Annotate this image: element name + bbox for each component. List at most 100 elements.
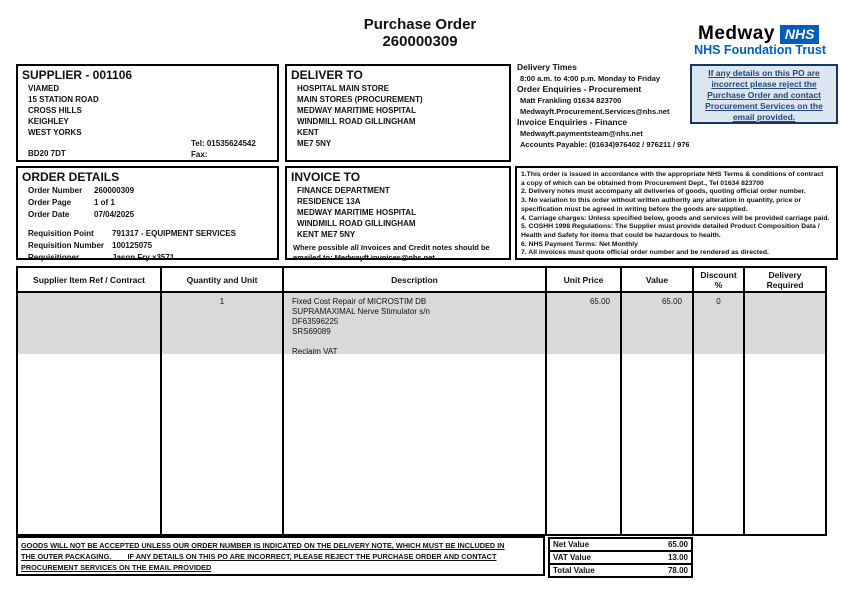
supplier-address-line: KEIGHLEY: [28, 117, 69, 126]
deliver-address-line: HOSPITAL MAIN STORE: [297, 84, 390, 93]
description-line: SUPRAMAXIMAL Nerve Stimulator s/n: [292, 307, 430, 316]
table-body: 1 Fixed Cost Repair of MICROSTIM DB SUPR…: [18, 293, 825, 534]
supplier-address-line: WEST YORKS: [28, 128, 82, 137]
invoice-address-line: FINANCE DEPARTMENT: [297, 186, 390, 195]
supplier-postcode: BD20 7DT: [28, 149, 66, 158]
supplier-address-line: CROSS HILLS: [28, 106, 82, 115]
header-quantity-unit: Quantity and Unit: [162, 268, 284, 291]
po-incorrect-notice: If any details on this PO are incorrect …: [690, 64, 838, 124]
deliver-address-line: MEDWAY MARITIME HOSPITAL: [297, 106, 416, 115]
cell-discount: 0: [694, 293, 745, 534]
order-number-label: Order Number: [28, 186, 83, 195]
invoice-email-note: Where possible all Invoices and Credit n…: [287, 243, 509, 263]
accounts-payable: Accounts Payable: (01634)976402 / 976211…: [520, 140, 689, 149]
order-enquiries-email: Medwayft.Procurement.Services@nhs.net: [520, 107, 670, 116]
unit-price-value: 65.00: [589, 297, 610, 306]
goods-acceptance-warning-box: GOODS WILL NOT BE ACCEPTED UNLESS OUR OR…: [16, 536, 545, 576]
page-title: Purchase Order: [363, 16, 477, 33]
cell-value: 65.00: [622, 293, 694, 534]
net-value-label: Net Value: [553, 540, 590, 549]
header-delivery-required: Delivery Required: [766, 269, 804, 290]
supplier-address-line: VIAMED: [28, 84, 60, 93]
description-line: Fixed Cost Repair of MICROSTIM DB: [292, 297, 427, 306]
deliver-address-line: WINDMILL ROAD GILLINGHAM: [297, 117, 416, 126]
supplier-address-line: 15 STATION ROAD: [28, 95, 99, 104]
requisition-point-row: Requisition Point 791317 - EQUIPMENT SER…: [18, 228, 277, 240]
header-value: Value: [622, 268, 694, 291]
reclaim-vat-note: Reclaim VAT: [292, 347, 338, 356]
order-page-value: 1 of 1: [94, 198, 115, 207]
vat-value-label: VAT Value: [553, 553, 591, 562]
deliver-to-box: DELIVER TO HOSPITAL MAIN STORE MAIN STOR…: [285, 64, 511, 162]
terms-and-conditions-box: 1.This order is issued in accordance wit…: [515, 166, 838, 260]
supplier-tel: Tel: 01535624542: [191, 139, 256, 148]
cell-delivery-required: [745, 293, 825, 534]
header-supplier-item-ref: Supplier Item Ref / Contract: [18, 268, 162, 291]
header-unit-price: Unit Price: [547, 268, 622, 291]
order-date-label: Order Date: [28, 210, 70, 219]
terms-line: 6. NHS Payment Terms: Net Monthly: [521, 240, 638, 248]
order-date-row: Order Date 07/04/2025: [18, 209, 277, 221]
invoice-enquiries-email: Medwayft.paymentsteam@nhs.net: [520, 129, 643, 138]
terms-line: Health and Safety for items that could b…: [521, 231, 721, 239]
value-amount: 65.00: [661, 297, 682, 306]
trust-name: Medway: [698, 23, 775, 44]
supplier-title: SUPPLIER - 001106: [22, 68, 133, 82]
terms-line: 3. No variation to this order without wr…: [521, 197, 802, 205]
terms-line: specification must be agreed in writing …: [521, 205, 748, 213]
warning-line: PROCUREMENT SERVICES ON THE EMAIL PROVID…: [21, 563, 212, 572]
discount-value: 0: [716, 297, 721, 306]
order-number-heading: 260000309: [382, 33, 458, 50]
deliver-address-line: ME7 5NY: [297, 139, 332, 148]
invoice-address-line: MEDWAY MARITIME HOSPITAL: [297, 208, 416, 217]
description-line: SRS69089: [292, 327, 331, 336]
invoice-address-line: WINDMILL ROAD GILLINGHAM: [297, 219, 416, 228]
order-date-value: 07/04/2025: [94, 210, 135, 219]
warning-line: THE OUTER PACKAGING. IF ANY DETAILS ON T…: [21, 552, 497, 561]
vat-value-amount: 13.00: [667, 553, 688, 562]
deliver-to-title: DELIVER TO: [291, 68, 363, 82]
terms-line: 2. Delivery notes must accompany all del…: [521, 188, 806, 196]
nhs-logo-icon: NHS: [779, 24, 820, 44]
cell-unit-price: 65.00: [547, 293, 622, 534]
requisition-number-label: Requisition Number: [28, 241, 105, 250]
invoice-email-note-line1: Where possible all Invoices and Credit n…: [293, 243, 490, 252]
invoice-address-line: RESIDENCE 13A: [297, 197, 361, 206]
supplier-fax: Fax:: [191, 150, 208, 159]
warning-line: GOODS WILL NOT BE ACCEPTED UNLESS OUR OR…: [21, 541, 505, 550]
order-enquiries-contact: Matt Frankling 01634 823700: [520, 96, 622, 105]
requisitioner-value: Jason Fry x3571: [112, 253, 175, 262]
terms-line: 5. COSHH 1998 Regulations: The Supplier …: [521, 223, 820, 231]
terms-line: 1.This order is issued in accordance wit…: [521, 171, 824, 178]
order-details-title: ORDER DETAILS: [22, 170, 120, 184]
total-value-row: Total Value 78.00: [548, 563, 693, 578]
description-line: DF63596225: [292, 317, 339, 326]
deliver-address-line: KENT: [297, 128, 319, 137]
cell-quantity: 1: [162, 293, 284, 534]
requisition-point-value: 791317 - EQUIPMENT SERVICES: [112, 229, 236, 238]
total-value-amount: 78.00: [667, 566, 688, 575]
cell-supplier-item-ref: [18, 293, 162, 534]
supplier-box: SUPPLIER - 001106 VIAMED 15 STATION ROAD…: [16, 64, 279, 162]
order-details-box: ORDER DETAILS Order Number 260000309 Ord…: [16, 166, 279, 262]
totals-box: Net Value 65.00 VAT Value 13.00 Total Va…: [548, 537, 693, 578]
invoice-address-line: KENT ME7 5NY: [297, 230, 356, 239]
table-header-row: Supplier Item Ref / Contract Quantity an…: [18, 268, 825, 293]
net-value-amount: 65.00: [667, 540, 688, 549]
invoice-email-note-line2: emailed to: Medwayft.invoices@nhs.net: [293, 253, 435, 262]
requisition-number-value: 100125075: [112, 241, 153, 250]
quantity-value: 1: [219, 297, 225, 306]
document-title-block: Purchase Order 260000309: [280, 16, 560, 50]
order-number-row: Order Number 260000309: [18, 185, 277, 197]
supplier-telfax: Tel: 01535624542 Fax:: [191, 138, 269, 160]
delivery-times-value: 8:00 a.m. to 4:00 p.m. Monday to Friday: [520, 74, 661, 83]
po-incorrect-notice-text: If any details on this PO are incorrect …: [705, 68, 823, 122]
invoice-to-title: INVOICE TO: [291, 170, 361, 184]
order-page-label: Order Page: [28, 198, 72, 207]
header-discount: Discount %: [694, 268, 745, 291]
contact-info: Delivery Times 8:00 a.m. to 4:00 p.m. Mo…: [517, 62, 689, 150]
requisition-point-label: Requisition Point: [28, 229, 94, 238]
cell-description: Fixed Cost Repair of MICROSTIM DB SUPRAM…: [284, 293, 547, 534]
terms-line: 4. Carriage charges: Unless specified be…: [521, 214, 830, 222]
